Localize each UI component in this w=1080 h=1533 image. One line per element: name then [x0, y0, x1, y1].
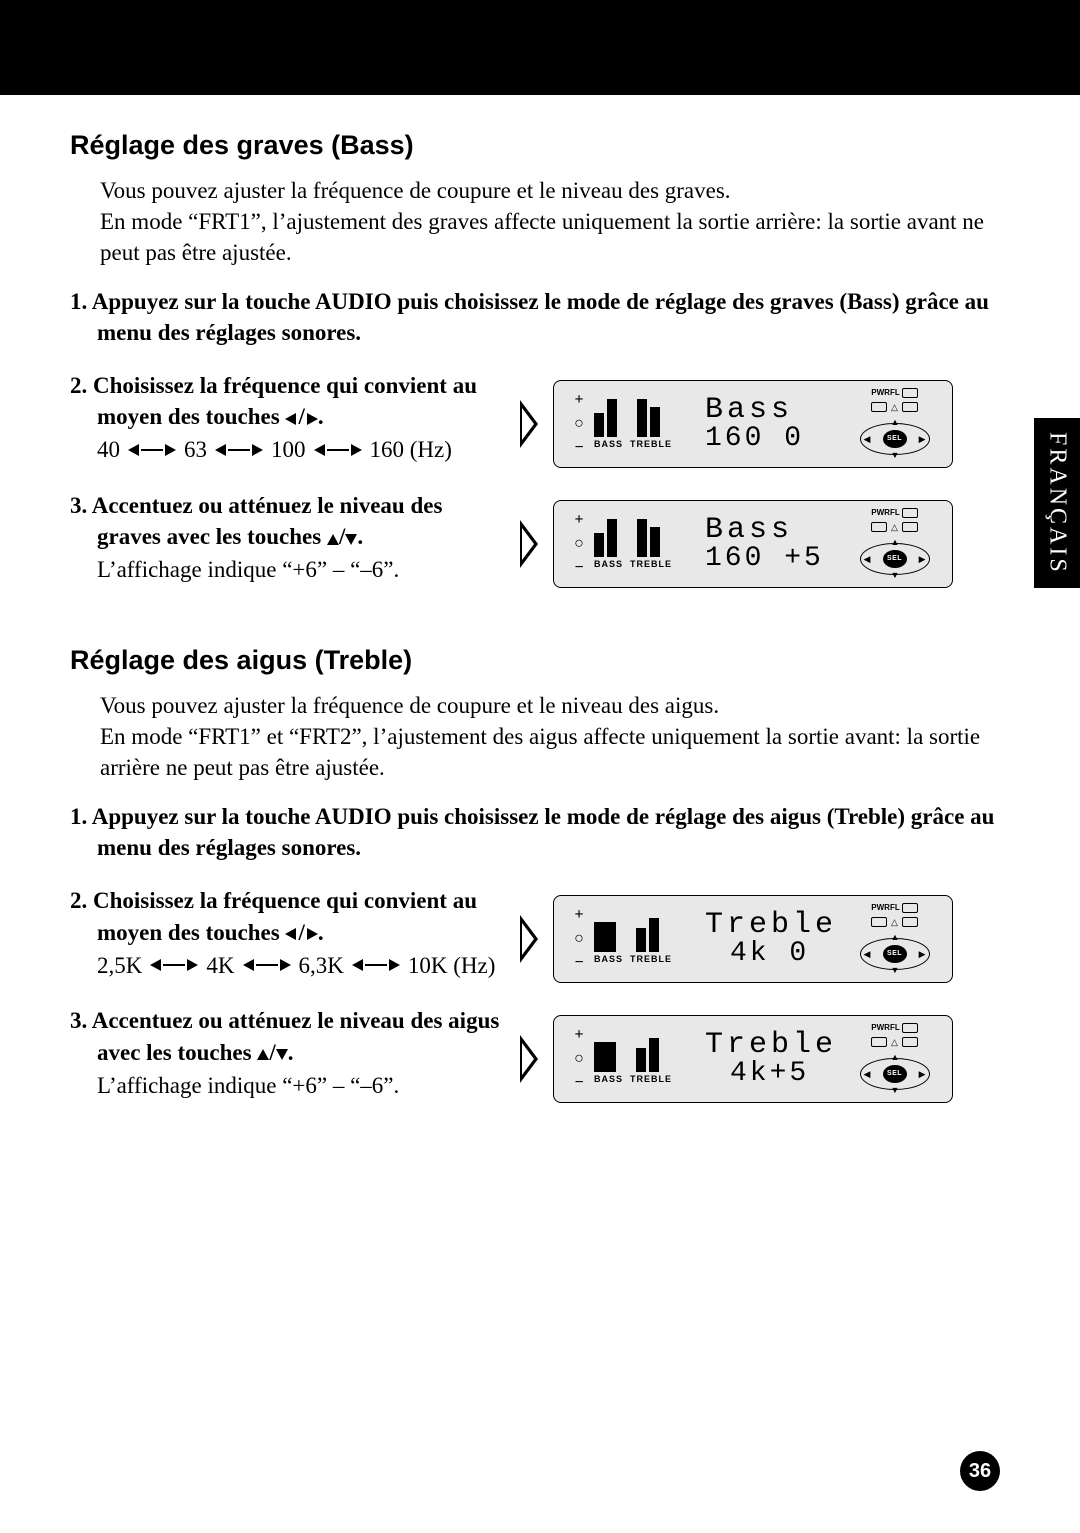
- right-arrow-icon: [307, 413, 318, 425]
- treble-freq-chain: 2,5K 4K 6,3K 10K (Hz): [70, 950, 510, 981]
- language-tab: FRANÇAIS: [1034, 418, 1080, 588]
- lcd-mode: Bass: [705, 515, 793, 545]
- pointer-icon: [520, 1035, 538, 1083]
- left-arrow-icon: [285, 413, 296, 425]
- down-arrow-icon: [276, 1049, 288, 1060]
- lcd-value: 4k+5: [705, 1060, 809, 1088]
- lcd-value: 4k 0: [705, 940, 809, 968]
- treble-lcd-1: +○− BASS TREBLE Treble 4k 0 PWRFL: [553, 895, 953, 983]
- treble-lcd-2: +○− BASS TREBLE Treble 4k+5 PWRFL: [553, 1015, 953, 1103]
- dpad-icon: ▲ ▼ ◀ ▶ SEL: [860, 1052, 930, 1096]
- treble-step2: 2. Choisissez la fréquence qui convient …: [70, 885, 510, 947]
- up-arrow-icon: [327, 534, 339, 545]
- treble-heading: Réglage des aigus (Treble): [70, 645, 1010, 676]
- pointer-icon: [520, 520, 538, 568]
- treble-step3-sub: L’affichage indique “+6” – “–6”.: [70, 1070, 510, 1101]
- pointer-icon: [520, 400, 538, 448]
- bass-step3: 3. Accentuez ou atténuez le niveau des g…: [70, 490, 510, 552]
- up-arrow-icon: [257, 1049, 269, 1060]
- header-black-bar: [0, 0, 1080, 95]
- bass-intro: Vous pouvez ajuster la fréquence de coup…: [100, 175, 1010, 268]
- treble-step1: 1. Appuyez sur la touche AUDIO puis choi…: [70, 801, 1010, 863]
- treble-intro: Vous pouvez ajuster la fréquence de coup…: [100, 690, 1010, 783]
- bass-step1: 1. Appuyez sur la touche AUDIO puis choi…: [70, 286, 1010, 348]
- bass-freq-chain: 40 63 100 160 (Hz): [70, 434, 510, 465]
- lcd-mode: Treble: [705, 1030, 837, 1060]
- left-arrow-icon: [285, 928, 296, 940]
- dpad-icon: ▲ ▼ ◀ ▶ SEL: [860, 537, 930, 581]
- bass-step2: 2. Choisissez la fréquence qui convient …: [70, 370, 510, 432]
- treble-step3: 3. Accentuez ou atténuez le niveau des a…: [70, 1005, 510, 1067]
- bass-step3-sub: L’affichage indique “+6” – “–6”.: [70, 554, 510, 585]
- lcd-value: 160 0: [705, 425, 804, 453]
- dpad-icon: ▲ ▼ ◀ ▶ SEL: [860, 417, 930, 461]
- lcd-mode: Treble: [705, 910, 837, 940]
- bass-lcd-2: +○− BASS TREBLE Bass 160 +5 PWRFL: [553, 500, 953, 588]
- bass-heading: Réglage des graves (Bass): [70, 130, 1010, 161]
- right-arrow-icon: [307, 928, 318, 940]
- page-content: Réglage des graves (Bass) Vous pouvez aj…: [0, 95, 1080, 1103]
- page-number: 36: [960, 1451, 1000, 1491]
- down-arrow-icon: [345, 534, 357, 545]
- dpad-icon: ▲ ▼ ◀ ▶ SEL: [860, 932, 930, 976]
- bass-lcd-1: +○− BASS TREBLE Bass 160 0 PWRFL: [553, 380, 953, 468]
- lcd-value: 160 +5: [705, 545, 824, 573]
- pointer-icon: [520, 915, 538, 963]
- lcd-mode: Bass: [705, 395, 793, 425]
